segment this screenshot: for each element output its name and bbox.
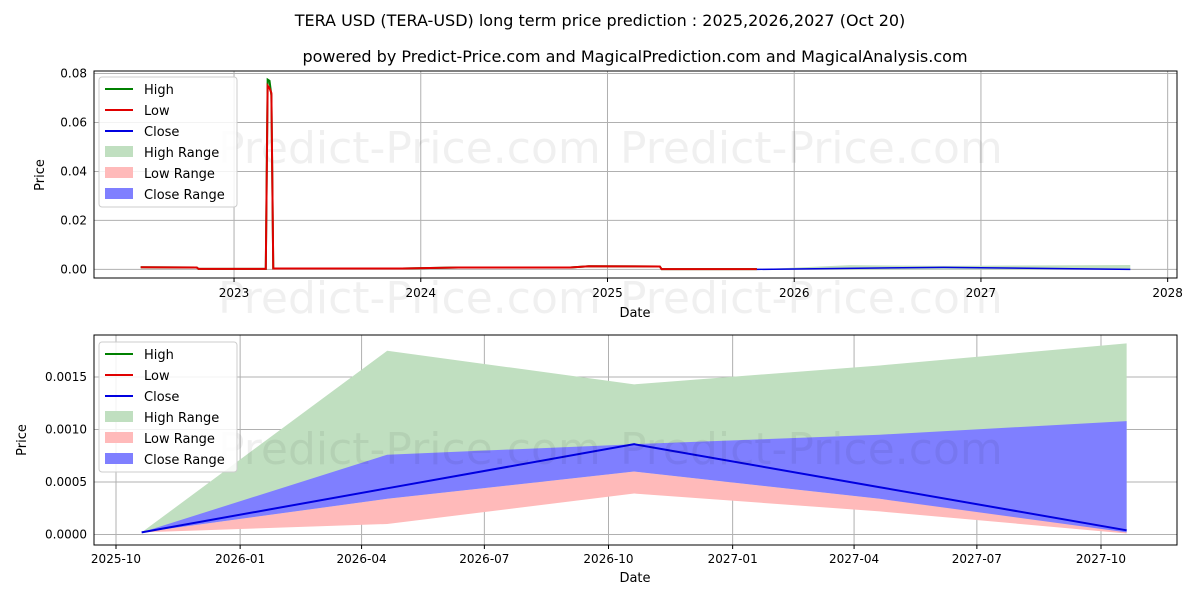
watermark: Predict-Price.com	[620, 424, 1003, 475]
y-axis-label: Price	[15, 424, 30, 456]
legend-label: Close Range	[144, 188, 225, 203]
y-tick-label: 0.0015	[45, 370, 87, 384]
axes-frame	[93, 70, 1178, 279]
x-tick-label: 2025	[592, 286, 623, 300]
legend-swatch	[105, 453, 133, 464]
legend-label: Low	[144, 369, 170, 384]
top-chart: 2023 2024 2025 2026 2027 2028 0.00 0.02 0.04 0.06…	[33, 66, 1183, 324]
y-tick-label: 0.08	[60, 66, 87, 80]
low-range-area	[141, 471, 1127, 534]
y-tick-label: 0.02	[60, 213, 87, 227]
x-tick-label: 2024	[405, 286, 436, 300]
legend-label: Close Range	[144, 453, 225, 468]
chart-subtitle: powered by Predict-Price.com and Magical…	[302, 47, 967, 66]
low-line	[140, 82, 757, 271]
x-tick-label: 2025-10	[91, 552, 141, 566]
x-tick-label: 2026-07	[459, 552, 509, 566]
x-tick-label: 2028	[1152, 286, 1183, 300]
legend-swatch	[105, 146, 133, 157]
y-tick-label: 0.04	[60, 164, 87, 178]
x-tick-label: 2027-01	[708, 552, 758, 566]
legend-box	[98, 76, 238, 208]
x-tick-label: 2027-04	[829, 552, 879, 566]
legend-label: High Range	[144, 146, 219, 161]
x-tick-label: 2027-07	[952, 552, 1002, 566]
y-axis-label: Price	[33, 159, 48, 191]
x-axis-label: Date	[619, 306, 650, 321]
legend-swatch	[105, 167, 133, 178]
watermark: Predict-Price.com	[218, 273, 601, 324]
x-tick-label: 2026-01	[215, 552, 265, 566]
watermark: Predict-Price.com	[218, 424, 601, 475]
legend-label: Low Range	[144, 432, 215, 447]
legend-label: High	[144, 348, 174, 363]
x-tick-label: 2026-10	[583, 552, 633, 566]
chart-title: TERA USD (TERA-USD) long term price pred…	[294, 11, 906, 30]
x-axis-label: Date	[619, 571, 650, 586]
close-line	[141, 443, 1127, 534]
y-tick-label: 0.0000	[45, 528, 87, 542]
y-tick-label: 0.0010	[45, 423, 87, 437]
x-tick-label: 2026	[779, 286, 810, 300]
y-tick-label: 0.06	[60, 115, 87, 129]
y-tick-label: 0.0005	[45, 475, 87, 489]
legend-label: Low Range	[144, 167, 215, 182]
close-line	[756, 266, 1131, 271]
y-tick-label: 0.00	[60, 262, 87, 276]
legend-label: Close	[144, 125, 179, 140]
x-tick-label: 2023	[219, 286, 250, 300]
legend-label: Low	[144, 104, 170, 119]
x-tick-label: 2027	[966, 286, 997, 300]
axes-frame	[93, 334, 1178, 546]
legend-swatch	[105, 188, 133, 199]
x-tick-label: 2026-04	[337, 552, 387, 566]
watermark: Predict-Price.com	[218, 123, 601, 174]
legend-swatch	[105, 432, 133, 443]
close-range-area	[141, 421, 1127, 533]
watermark: Predict-Price.com	[620, 273, 1003, 324]
legend-label: High	[144, 83, 174, 98]
legend-label: Close	[144, 390, 179, 405]
legend-box	[98, 341, 238, 473]
watermark: Predict-Price.com	[620, 123, 1003, 174]
legend-label: High Range	[144, 411, 219, 426]
x-tick-label: 2027-10	[1076, 552, 1126, 566]
legend-swatch	[105, 411, 133, 422]
bottom-chart: 2025-10 2026-01 2026-04 2026-07 2026-10 2027-…	[15, 334, 1178, 586]
